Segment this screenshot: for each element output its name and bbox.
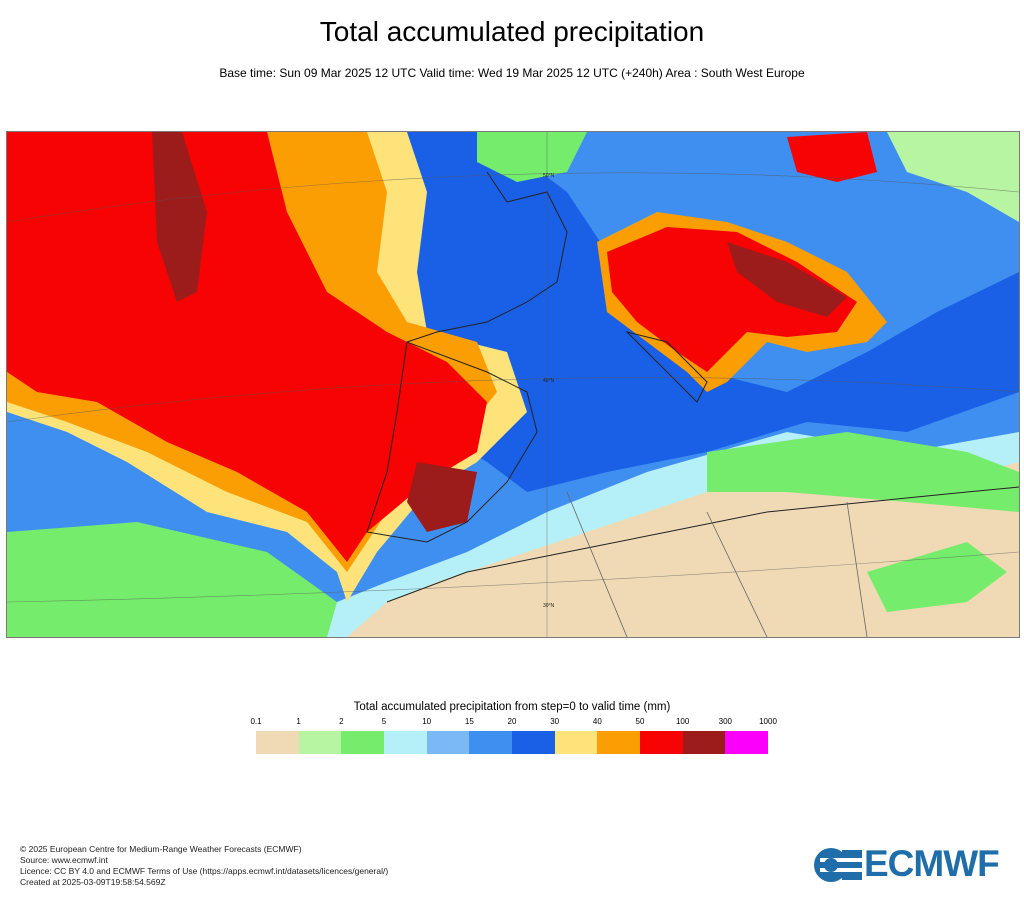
grid-label-50n: 50°N [543, 173, 555, 179]
legend-swatch [512, 731, 555, 754]
legend-tick-label: 300 [718, 717, 733, 726]
legend-swatch [597, 731, 641, 754]
coastline-north-africa [386, 486, 1019, 603]
map-svg: 50°N 40°N 30°N [7, 132, 1019, 637]
grid-label-40n: 40°N [543, 378, 555, 384]
legend-tick-label: 10 [422, 717, 432, 726]
footer-credits: © 2025 European Centre for Medium-Range … [20, 844, 388, 888]
darkred-streak-italy [727, 242, 847, 317]
legend-tick-label: 0.1 [250, 717, 262, 726]
legend-tick-label: 15 [464, 717, 474, 726]
coastline-iberia [366, 341, 538, 543]
legend-swatch [426, 731, 470, 754]
legend-tick-label: 100 [675, 717, 690, 726]
legend-swatch [682, 731, 726, 754]
page-title: Total accumulated precipitation [319, 16, 705, 47]
footer-line-copyright: © 2025 European Centre for Medium-Range … [20, 844, 302, 854]
legend-swatch [725, 731, 769, 754]
legend-tick-label: 40 [592, 717, 602, 726]
legend-swatch [384, 731, 427, 754]
coastline-italy [625, 331, 708, 403]
legend-swatch [469, 731, 513, 754]
legend-swatch [554, 731, 598, 754]
country-borders [566, 491, 868, 637]
footer-line-licence: Licence: CC BY 4.0 and ECMWF Terms of Us… [20, 866, 389, 876]
green-area-southeast [867, 542, 1007, 612]
legend-tick-label: 20 [507, 717, 517, 726]
footer-line-source: Source: www.ecmwf.int [20, 855, 108, 865]
green-area-southwest [7, 522, 337, 637]
legend-tick-label: 2 [339, 717, 344, 726]
legend-tick-label: 1000 [759, 717, 777, 726]
legend-tick-label: 5 [381, 717, 387, 726]
darkred-area-iberia [407, 462, 477, 532]
legend-title: Total accumulated precipitation from ste… [353, 701, 671, 713]
red-precip-atlantic [7, 132, 487, 562]
ecmwf-logo: ECMWF [812, 843, 1012, 886]
graticule-30n [7, 551, 1019, 603]
red-precip-alps [787, 132, 877, 182]
grid-label-30n: 30°N [543, 603, 555, 609]
legend-swatch [256, 731, 299, 754]
green-area-north [477, 132, 587, 182]
legend-colorbar [256, 731, 769, 754]
legend-swatch [640, 731, 683, 754]
legend-tick-label: 1 [296, 717, 301, 726]
green-area-east [707, 432, 1019, 512]
footer-line-created: Created at 2025-03-09T19:58:54.569Z [20, 877, 166, 887]
page-subtitle: Base time: Sun 09 Mar 2025 12 UTC Valid … [219, 66, 805, 80]
green-area-northeast [887, 132, 1019, 222]
red-precip-mediterranean [607, 227, 857, 372]
darkred-streak-atlantic [152, 132, 207, 302]
legend-tick-label: 50 [635, 717, 645, 726]
legend-ticks: 0.1 1 2 5 10 15 20 30 40 50 100 300 1000 [250, 717, 776, 729]
legend-swatch [341, 731, 385, 754]
coastline-france [406, 171, 568, 343]
legend-tick-label: 30 [550, 717, 560, 726]
legend-swatch [298, 731, 342, 754]
graticule-40n [7, 377, 1019, 423]
ecmwf-logo-icon [814, 848, 862, 882]
graticule-50n [7, 172, 1019, 223]
ecmwf-logo-text: ECMWF [864, 843, 1000, 884]
precipitation-map: 50°N 40°N 30°N [6, 131, 1020, 638]
